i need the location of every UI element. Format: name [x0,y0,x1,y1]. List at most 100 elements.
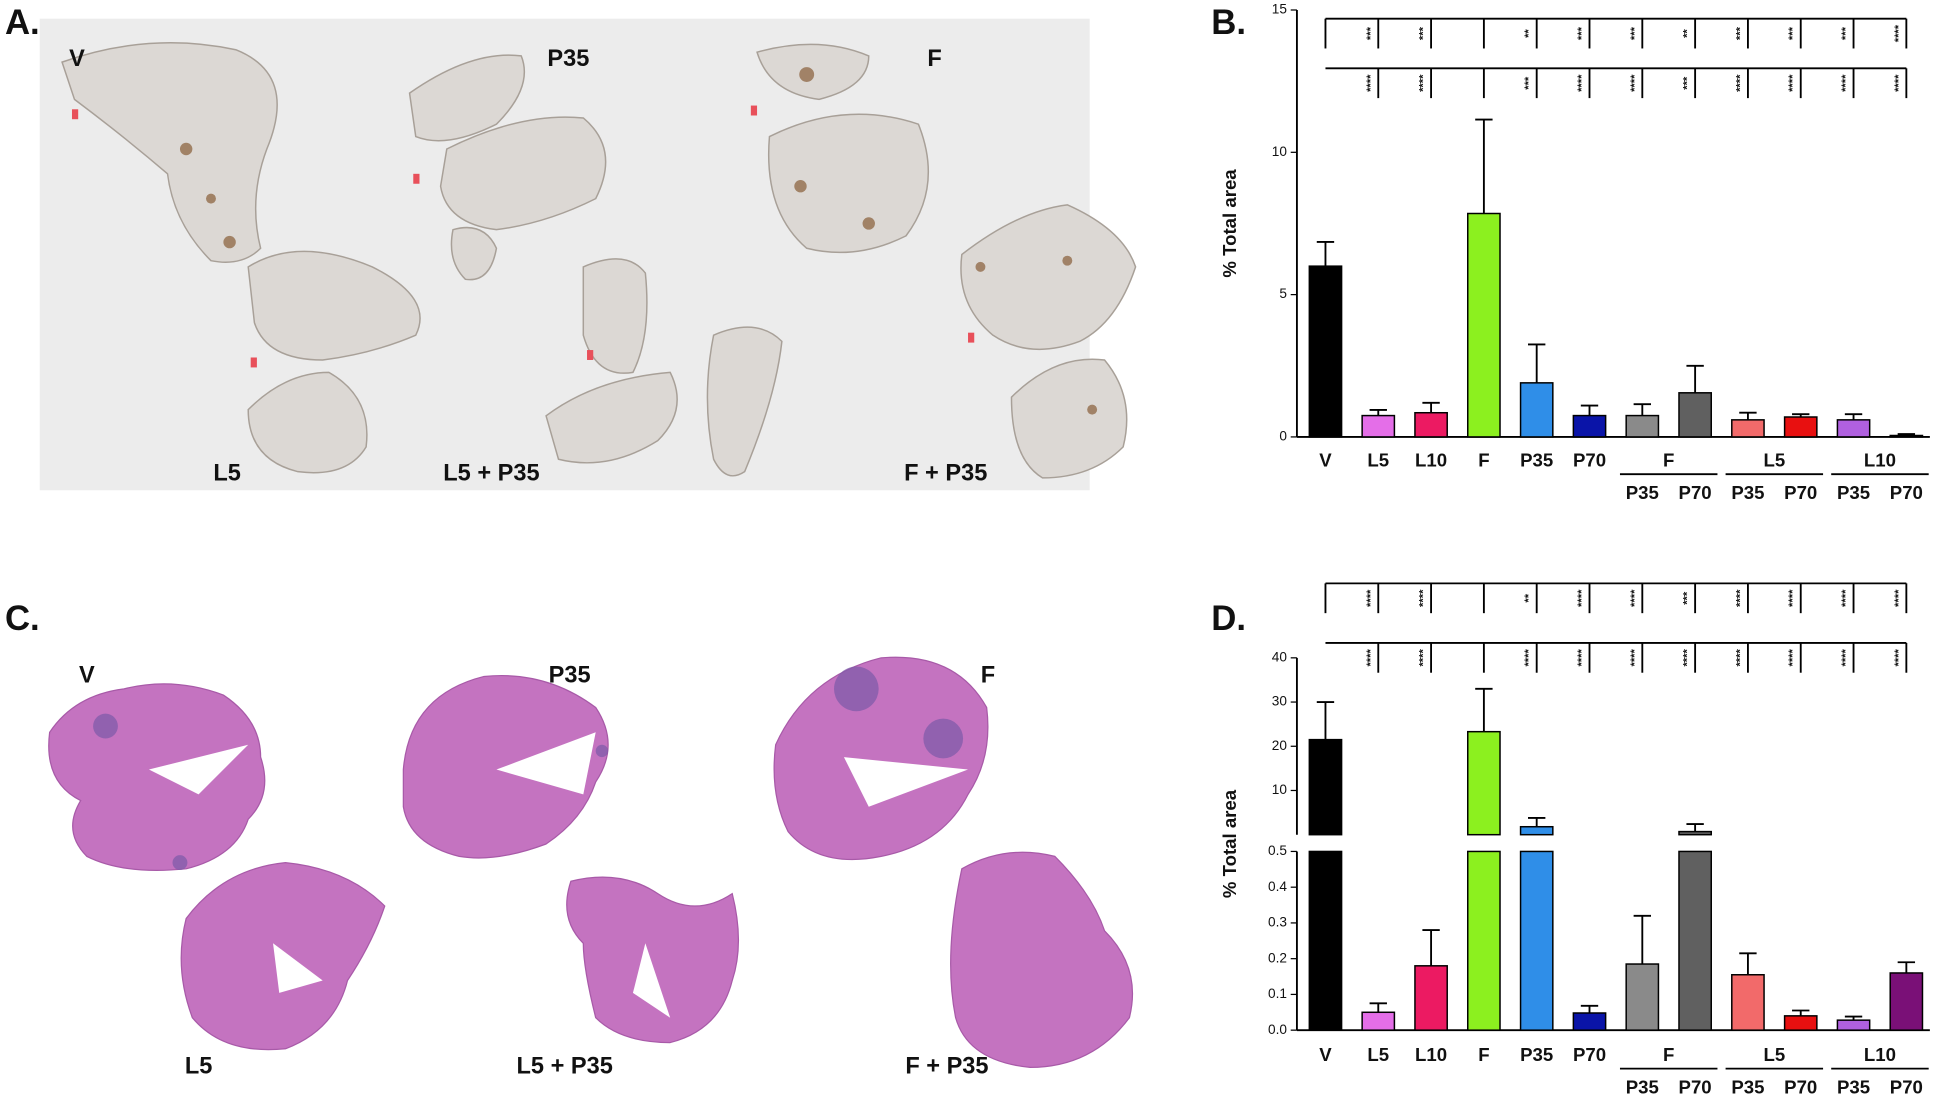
panel-letter: A. [5,4,40,42]
significance-label: **** [1893,74,1905,92]
he-image [48,656,1133,1069]
x-tick-label: P35 [1731,482,1764,503]
error-bar [1844,413,1863,420]
x-tick-label: F [1478,1044,1489,1065]
y-tick-label: 40 [1272,649,1288,664]
significance-label: *** [1840,26,1852,40]
error-bar [1633,403,1651,416]
significance-label: *** [1734,26,1746,40]
x-tick-label: L10 [1415,1044,1447,1065]
bar [1625,414,1660,438]
significance-label: **** [1682,648,1694,666]
bar [1731,974,1765,1031]
error-bar [1316,241,1335,267]
y-tick-label: 0.3 [1268,915,1287,930]
bar [1308,265,1343,438]
significance-label: **** [1893,648,1905,666]
bar [1467,850,1501,1031]
bar-upper [1678,830,1712,836]
group-label: L10 [1864,1044,1896,1065]
significance-label: *** [1629,26,1641,40]
x-tick-label: P35 [1626,1076,1659,1096]
image-label: P35 [547,45,589,71]
ihc-image [39,18,1137,491]
bar [1519,382,1554,438]
y-tick-label: 0.2 [1268,950,1287,965]
bar [1678,850,1712,1031]
error-bar [1844,1015,1863,1021]
error-bar [1792,413,1810,418]
error-bar [1633,914,1651,965]
error-bar [1316,701,1335,740]
bar [1572,1012,1607,1031]
image-label: V [79,662,95,688]
panel-letter: D. [1211,600,1246,638]
significance-label: **** [1840,648,1852,666]
y-axis-title: % Total area [1219,789,1240,898]
x-tick-label: P70 [1679,1076,1712,1096]
error-bar [1686,364,1704,393]
error-bar [1422,929,1440,966]
error-bar [1369,1002,1387,1013]
group-label: L5 [1763,450,1785,471]
bar [1361,1011,1396,1031]
x-tick-label: V [1319,450,1332,471]
bar [1572,414,1607,438]
significance-label: **** [1523,648,1535,666]
image-label: L5 + P35 [443,459,539,485]
x-tick-label: V [1319,1044,1332,1065]
error-bar [1422,401,1440,413]
error-bar [1792,1009,1810,1016]
significance-label: *** [1576,26,1588,40]
significance-label: *** [1682,76,1694,90]
y-tick-label: 10 [1272,782,1288,797]
x-tick-label: P35 [1626,482,1659,503]
bar [1519,850,1554,1031]
y-tick-label: 20 [1272,738,1288,753]
bar-upper [1519,825,1554,836]
significance-label: **** [1365,648,1377,666]
y-tick-label: 0.0 [1268,1022,1287,1037]
bar [1731,419,1765,438]
x-tick-label: P70 [1784,1076,1817,1096]
significance-label: **** [1893,24,1905,42]
y-tick-label: 5 [1279,286,1287,301]
y-tick-label: 30 [1272,694,1288,709]
x-tick-label: L5 [1367,1044,1389,1065]
image-label: F + P35 [904,459,987,485]
significance-label: **** [1629,648,1641,666]
error-bar [1686,823,1704,832]
x-tick-label: P35 [1520,450,1553,471]
y-axis-title: % Total area [1219,169,1240,278]
error-bar [1475,687,1493,732]
significance-label: *** [1418,26,1430,40]
x-tick-label: P70 [1573,450,1606,471]
error-bar [1739,411,1757,420]
image-label: L5 [213,459,241,485]
y-tick-label: 10 [1272,144,1288,159]
y-tick-label: 0 [1279,429,1287,444]
bar [1889,972,1924,1031]
group-label: F [1663,1044,1674,1065]
significance-label: **** [1787,589,1799,607]
error-bar [1528,816,1546,827]
error-bar [1580,1004,1599,1013]
significance-label: **** [1629,589,1641,607]
x-tick-label: P70 [1890,482,1923,503]
significance-label: *** [1365,26,1377,40]
x-tick-label: P70 [1890,1076,1923,1096]
significance-label: **** [1787,74,1799,92]
significance-label: ** [1523,29,1535,38]
significance-label: **** [1840,74,1852,92]
error-bar [1369,408,1387,416]
significance-label: **** [1576,589,1588,607]
x-tick-label: P35 [1731,1076,1764,1096]
significance-label: ** [1682,29,1694,38]
x-tick-label: P35 [1520,1044,1553,1065]
image-label: P35 [549,662,591,688]
bar [1414,965,1448,1031]
image-label: F [927,45,941,71]
significance-label: **** [1629,74,1641,92]
significance-label: **** [1418,589,1430,607]
